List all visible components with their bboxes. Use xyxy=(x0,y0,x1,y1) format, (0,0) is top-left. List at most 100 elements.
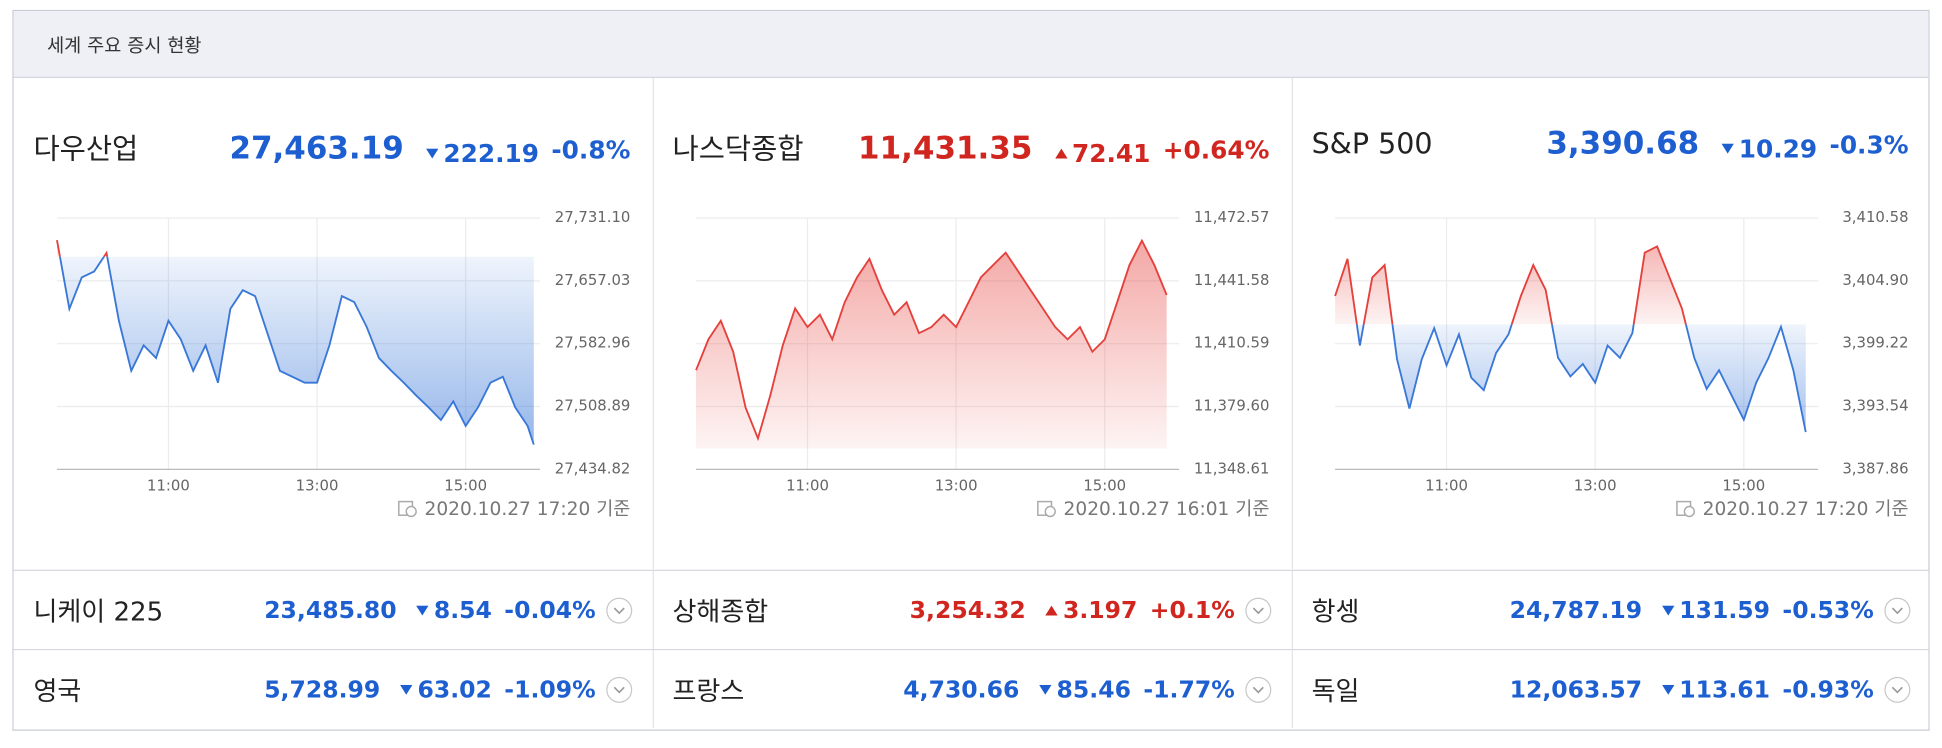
index-quote: 다우산업 27,463.19 222.19 -0.8% xyxy=(33,125,630,168)
index-change-percent: -1.77% xyxy=(1143,675,1235,703)
change-value: 3.197 xyxy=(1062,596,1138,624)
index-price: 24,787.19 xyxy=(1509,596,1643,624)
index-card: S&P 500 3,390.68 10.29 -0.3% 3,387.86 3,393.5… xyxy=(1292,78,1931,570)
x-tick-label: 13:00 xyxy=(1574,477,1617,494)
y-tick-label: 11,348.61 xyxy=(1194,459,1270,477)
y-tick-label: 3,393.54 xyxy=(1842,397,1908,415)
header: 세계 주요 증시 현황 xyxy=(13,11,1929,79)
index-change: 72.41 xyxy=(1054,138,1151,169)
index-price: 3,390.68 xyxy=(1546,125,1700,162)
index-change: 222.19 xyxy=(426,139,539,168)
index-name: 독일 xyxy=(1311,675,1360,706)
y-tick-label: 3,399.22 xyxy=(1842,334,1908,352)
expand-button[interactable] xyxy=(1884,596,1911,623)
index-name: 항셍 xyxy=(1311,596,1360,627)
change-value: 72.41 xyxy=(1072,138,1151,169)
index-change-percent: +0.64% xyxy=(1162,134,1270,165)
y-tick-label: 11,472.57 xyxy=(1194,208,1270,226)
direction-arrow xyxy=(1661,684,1675,695)
index-name: 니케이 225 xyxy=(33,596,164,627)
x-tick-label: 11:00 xyxy=(147,477,190,494)
market-row: 영국 5,728.99 63.02 -1.09% 프랑스 4,730.66 85.46 -1.… xyxy=(13,648,1931,729)
y-tick-label: 3,404.90 xyxy=(1842,271,1908,289)
area-below xyxy=(59,256,534,445)
index-name: 상해종합 xyxy=(672,596,769,627)
index-price: 12,063.57 xyxy=(1509,675,1643,703)
market-item: 독일 12,063.57 113.61 -0.93% xyxy=(1292,650,1931,728)
index-price: 3,254.32 xyxy=(909,596,1026,624)
change-value: 63.02 xyxy=(417,675,492,703)
area-below xyxy=(1335,324,1806,433)
expand-button[interactable] xyxy=(1884,676,1911,703)
y-tick-label: 27,657.03 xyxy=(555,271,631,289)
x-tick-label: 15:00 xyxy=(444,477,487,494)
index-change: 8.54 xyxy=(416,596,492,624)
direction-arrow xyxy=(1661,605,1675,615)
direction-arrow xyxy=(426,148,439,159)
direction-arrow xyxy=(1054,148,1068,159)
change-value: 8.54 xyxy=(433,596,492,624)
market-item: 상해종합 3,254.32 3.197 +0.1% xyxy=(653,570,1293,649)
y-tick-label: 11,410.59 xyxy=(1194,334,1270,352)
x-tick-label: 15:00 xyxy=(1722,477,1765,494)
x-tick-label: 13:00 xyxy=(935,477,978,494)
market-row: 니케이 225 23,485.80 8.54 -0.04% 상해종합 3,254.32 3.… xyxy=(13,569,1931,649)
timestamp-text: 2020.10.27 17:20 기준 xyxy=(424,497,631,521)
x-tick-label: 11:00 xyxy=(786,477,829,494)
index-card: 다우산업 27,463.19 222.19 -0.8% 27,434.82 27,508.… xyxy=(14,78,654,570)
direction-arrow xyxy=(400,684,413,695)
index-change-percent: -0.93% xyxy=(1782,675,1874,703)
area-above xyxy=(1335,246,1686,325)
market-item: 영국 5,728.99 63.02 -1.09% xyxy=(14,650,654,729)
index-change-percent: -0.3% xyxy=(1829,130,1909,160)
expand-button[interactable] xyxy=(606,596,633,623)
header-title: 세계 주요 증시 현황 xyxy=(47,34,202,57)
y-tick-label: 11,441.58 xyxy=(1194,271,1270,289)
change-value: 10.29 xyxy=(1738,133,1818,164)
expand-button[interactable] xyxy=(1245,596,1272,623)
y-tick-label: 3,410.58 xyxy=(1842,208,1908,226)
line-chart: 11,348.61 11,379.60 11,410.59 11,441.58 11,4… xyxy=(695,208,1270,494)
direction-arrow xyxy=(1721,143,1734,154)
index-name: 다우산업 xyxy=(33,133,139,166)
timestamp-text: 2020.10.27 16:01 기준 xyxy=(1063,497,1270,521)
market-item: 프랑스 4,730.66 85.46 -1.77% xyxy=(653,650,1293,729)
y-tick-label: 27,434.82 xyxy=(555,459,631,477)
index-price: 27,463.19 xyxy=(229,130,404,166)
index-name: 프랑스 xyxy=(672,675,745,706)
index-quote: S&P 500 3,390.68 10.29 -0.3% xyxy=(1312,125,1909,163)
market-item: 항셍 24,787.19 131.59 -0.53% xyxy=(1292,571,1931,649)
change-value: 113.61 xyxy=(1679,675,1771,703)
x-tick-label: 15:00 xyxy=(1083,477,1126,494)
timestamp-text: 2020.10.27 17:20 기준 xyxy=(1702,497,1909,521)
timestamp: 2020.10.27 17:20 기준 xyxy=(1675,495,1909,521)
x-tick-label: 11:00 xyxy=(1425,477,1468,494)
expand-button[interactable] xyxy=(1245,676,1272,703)
direction-arrow xyxy=(1039,684,1052,695)
market-item: 니케이 225 23,485.80 8.54 -0.04% xyxy=(14,570,654,649)
clock-icon xyxy=(397,500,417,518)
index-change: 3.197 xyxy=(1045,596,1138,624)
index-card: 나스닥종합 11,431.35 72.41 +0.64% 11,348.61 11,379… xyxy=(653,78,1293,570)
index-price: 4,730.66 xyxy=(903,675,1020,703)
clock-icon xyxy=(1036,500,1056,518)
y-tick-label: 3,387.86 xyxy=(1842,459,1908,477)
index-change: 85.46 xyxy=(1039,676,1131,703)
timestamp: 2020.10.27 16:01 기준 xyxy=(1036,495,1269,521)
direction-arrow xyxy=(1045,605,1059,615)
index-change-percent: -0.04% xyxy=(504,596,596,624)
direction-arrow xyxy=(416,605,429,615)
line-above xyxy=(695,238,1168,442)
expand-button[interactable] xyxy=(606,676,633,703)
index-change: 131.59 xyxy=(1661,596,1770,624)
index-name: S&P 500 xyxy=(1311,128,1433,162)
price-line xyxy=(59,256,535,445)
index-change-percent: -1.09% xyxy=(504,675,596,703)
index-change: 63.02 xyxy=(400,676,492,703)
index-change-percent: +0.1% xyxy=(1149,596,1235,624)
y-tick-label: 27,508.89 xyxy=(555,397,631,415)
index-change: 10.29 xyxy=(1721,133,1818,164)
index-price: 23,485.80 xyxy=(264,596,397,624)
market-panel: 세계 주요 증시 현황 다우산업 27,463.19 222.19 -0.8% 27,4… xyxy=(12,9,1931,731)
